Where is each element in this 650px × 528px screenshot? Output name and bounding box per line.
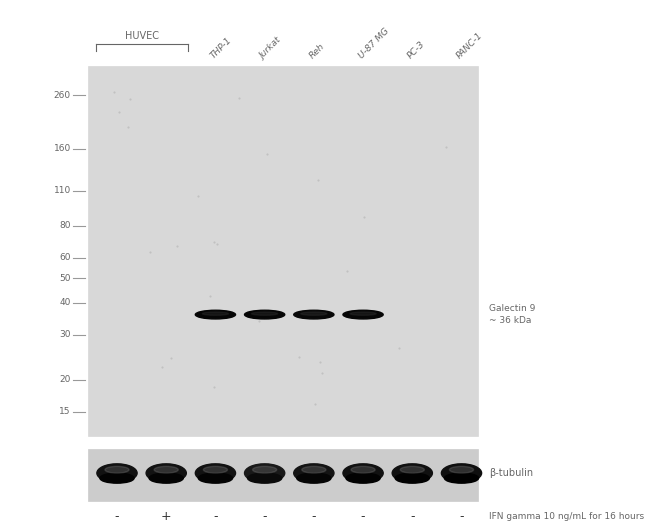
Text: -: - xyxy=(311,510,316,523)
Ellipse shape xyxy=(97,464,137,483)
Ellipse shape xyxy=(297,473,331,483)
Ellipse shape xyxy=(294,464,334,483)
Ellipse shape xyxy=(100,473,134,483)
Ellipse shape xyxy=(146,464,187,483)
Ellipse shape xyxy=(203,466,227,473)
Text: 110: 110 xyxy=(53,186,71,195)
Text: Reh: Reh xyxy=(307,42,326,61)
Text: 160: 160 xyxy=(53,145,71,154)
Text: -: - xyxy=(460,510,463,523)
Ellipse shape xyxy=(400,466,424,473)
Ellipse shape xyxy=(392,464,432,483)
Ellipse shape xyxy=(244,310,285,319)
Ellipse shape xyxy=(195,310,235,319)
Text: Jurkat: Jurkat xyxy=(258,36,283,61)
Text: 80: 80 xyxy=(59,221,71,230)
Text: 20: 20 xyxy=(60,375,71,384)
Ellipse shape xyxy=(351,466,375,473)
Ellipse shape xyxy=(350,312,376,315)
Text: +: + xyxy=(161,510,172,523)
Text: -: - xyxy=(263,510,267,523)
Ellipse shape xyxy=(195,464,235,483)
Ellipse shape xyxy=(252,312,278,315)
Ellipse shape xyxy=(202,312,229,315)
Ellipse shape xyxy=(343,464,383,483)
Text: 260: 260 xyxy=(54,91,71,100)
Ellipse shape xyxy=(395,473,430,483)
Ellipse shape xyxy=(149,473,183,483)
Ellipse shape xyxy=(301,312,327,315)
Text: -: - xyxy=(115,510,119,523)
Ellipse shape xyxy=(343,310,383,319)
Text: 60: 60 xyxy=(59,253,71,262)
Text: U-87 MG: U-87 MG xyxy=(357,27,391,61)
Ellipse shape xyxy=(346,473,380,483)
Ellipse shape xyxy=(449,466,474,473)
Text: 50: 50 xyxy=(59,274,71,282)
Ellipse shape xyxy=(445,473,478,483)
Text: -: - xyxy=(410,510,415,523)
Ellipse shape xyxy=(105,466,129,473)
Text: β-tubulin: β-tubulin xyxy=(489,468,534,478)
Bar xyxy=(88,66,478,436)
Text: Galectin 9
~ 36 kDa: Galectin 9 ~ 36 kDa xyxy=(489,304,536,325)
Text: IFN gamma 10 ng/mL for 16 hours: IFN gamma 10 ng/mL for 16 hours xyxy=(489,512,645,521)
Text: -: - xyxy=(361,510,365,523)
Text: PANC-1: PANC-1 xyxy=(455,31,485,61)
Ellipse shape xyxy=(294,310,334,319)
Bar xyxy=(88,449,478,501)
Text: THP-1: THP-1 xyxy=(209,36,234,61)
Ellipse shape xyxy=(441,464,482,483)
Text: PC-3: PC-3 xyxy=(406,40,427,61)
Ellipse shape xyxy=(154,466,178,473)
Text: 15: 15 xyxy=(59,407,71,416)
Text: 30: 30 xyxy=(59,331,71,340)
Ellipse shape xyxy=(198,473,233,483)
Text: -: - xyxy=(213,510,218,523)
Ellipse shape xyxy=(244,464,285,483)
Ellipse shape xyxy=(253,466,277,473)
Ellipse shape xyxy=(248,473,281,483)
Text: HUVEC: HUVEC xyxy=(125,31,159,41)
Text: 40: 40 xyxy=(60,298,71,307)
Ellipse shape xyxy=(302,466,326,473)
